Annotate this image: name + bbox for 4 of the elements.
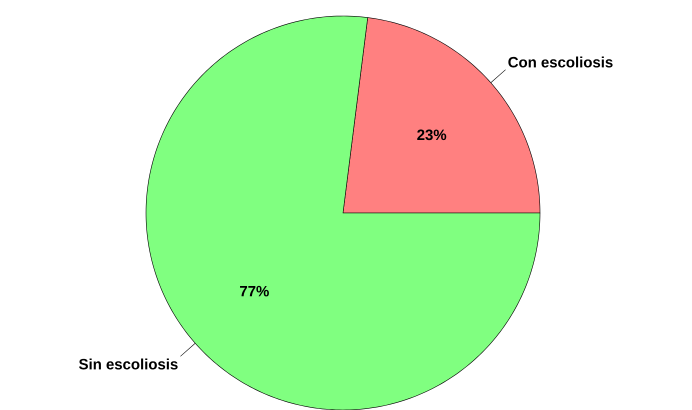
- slice-label: Con escoliosis: [508, 56, 613, 68]
- data-label: 23%: [417, 130, 446, 140]
- data-label: 77%: [240, 286, 269, 296]
- slice-label: Sin escoliosis: [79, 358, 178, 370]
